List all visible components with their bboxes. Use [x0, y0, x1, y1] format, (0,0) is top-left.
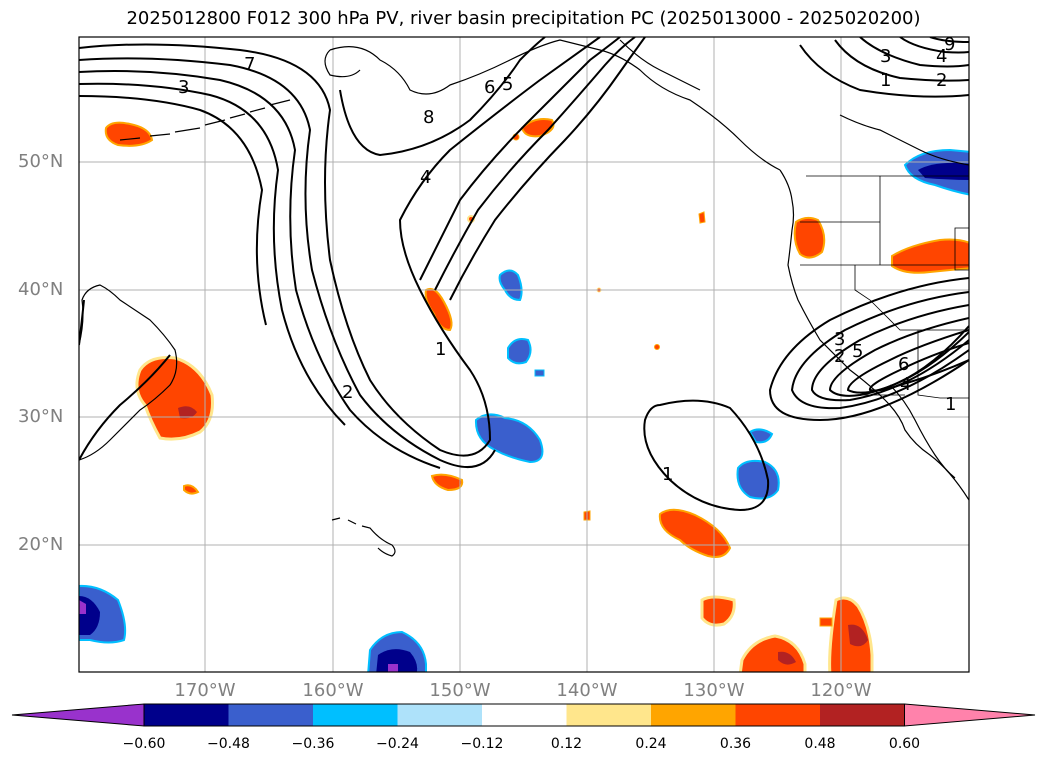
- lon-label-120w: 120°W: [810, 680, 872, 701]
- contour-label: 1: [662, 464, 673, 485]
- contour-label: 3: [178, 77, 189, 98]
- map-title: 2025012800 F012 300 hPa PV, river basin …: [126, 8, 921, 29]
- colorbar-tick-label: 0.48: [804, 736, 836, 752]
- precip-blob: [376, 649, 418, 672]
- contour-label: 3: [834, 329, 845, 350]
- colorbar-tick-label: −0.36: [291, 736, 335, 752]
- precip-blob: [178, 406, 197, 419]
- contour-labels: 7 3 8 6 5 4 1 2 3 1 2 9 4 3 2 5 6 1 1 4: [178, 34, 956, 485]
- precip-blob: [700, 595, 736, 627]
- political-borders: [800, 175, 969, 399]
- colorbar-extend-low: [11, 703, 145, 727]
- lon-label-170w: 170°W: [174, 680, 236, 701]
- colorbar-segment: [144, 704, 229, 726]
- precip-blob: [891, 238, 969, 274]
- lat-label-50n: 50°N: [18, 151, 64, 172]
- contour-label: 5: [852, 341, 863, 362]
- contour-label: 1: [880, 70, 891, 91]
- lat-label-40n: 40°N: [18, 279, 64, 300]
- contour-label: 4: [900, 374, 911, 395]
- precip-blob: [388, 664, 398, 672]
- precip-blob: [698, 211, 706, 224]
- contour-label: 4: [936, 46, 947, 67]
- colorbar-tick-label: −0.24: [376, 736, 419, 752]
- colorbar-segment: [566, 704, 651, 726]
- pv-contours: [79, 37, 969, 512]
- colorbar-segment: [397, 704, 482, 726]
- contour-label: 2: [342, 382, 353, 403]
- contour-label: 2: [834, 346, 845, 367]
- contour-label: 2: [936, 70, 947, 91]
- colorbar-frame: [143, 703, 905, 727]
- map-frame: [78, 36, 970, 673]
- precip-blob: [183, 484, 200, 495]
- precip-blob: [498, 269, 523, 302]
- precip-blob: [79, 600, 86, 614]
- precip-blob: [848, 624, 868, 647]
- colorbar-tick-label: −0.60: [122, 736, 166, 752]
- colorbar-tick-label: 0.60: [888, 736, 921, 752]
- precip-blob: [778, 651, 796, 665]
- colorbar-tick-label: 0.36: [719, 736, 752, 752]
- contour-label: 7: [244, 54, 255, 75]
- map-area: 7 3 8 6 5 4 1 2 3 1 2 9 4 3 2 5 6 1 1 4: [79, 34, 969, 672]
- colorbar-tick-label: 0.12: [550, 736, 583, 752]
- colorbar-tick-label: −0.12: [460, 736, 504, 752]
- contour-label: 1: [435, 339, 446, 360]
- precip-blob: [654, 344, 660, 350]
- contour-label: 5: [502, 74, 513, 95]
- colorbar: [11, 703, 1036, 727]
- contour-label: 3: [880, 46, 891, 67]
- contour-label: 9: [944, 34, 955, 55]
- precip-shading: [79, 118, 969, 672]
- lat-label-30n: 30°N: [18, 406, 64, 427]
- contour-label: 4: [420, 167, 431, 188]
- precip-blob: [507, 338, 532, 365]
- colorbar-segment: [820, 704, 905, 726]
- precip-blob: [534, 369, 545, 377]
- lon-label-140w: 140°W: [556, 680, 618, 701]
- colorbar-segment: [651, 704, 736, 726]
- contour-label: 8: [423, 107, 434, 128]
- lat-label-20n: 20°N: [18, 534, 64, 555]
- colorbar-segment: [735, 704, 820, 726]
- contour-label: 1: [945, 394, 956, 415]
- colorbar-tick-label: −0.48: [207, 736, 250, 752]
- precip-blob: [736, 459, 780, 500]
- precip-blob: [748, 428, 774, 444]
- colorbar-segment: [228, 704, 313, 726]
- lon-label-130w: 130°W: [683, 680, 745, 701]
- precip-blob: [793, 216, 826, 259]
- lon-label-150w: 150°W: [429, 680, 491, 701]
- coastlines: [79, 39, 969, 557]
- precip-blob: [819, 617, 833, 627]
- contour-label: 6: [898, 354, 909, 375]
- colorbar-extend-high: [904, 703, 1036, 727]
- contour-label: 6: [484, 77, 495, 98]
- colorbar-segment: [313, 704, 398, 726]
- precip-blob: [135, 356, 214, 441]
- colorbar-segment: [482, 704, 567, 726]
- colorbar-tick-label: 0.24: [635, 736, 667, 752]
- precip-blob: [104, 121, 154, 147]
- graticule: [79, 37, 969, 672]
- lon-label-160w: 160°W: [302, 680, 364, 701]
